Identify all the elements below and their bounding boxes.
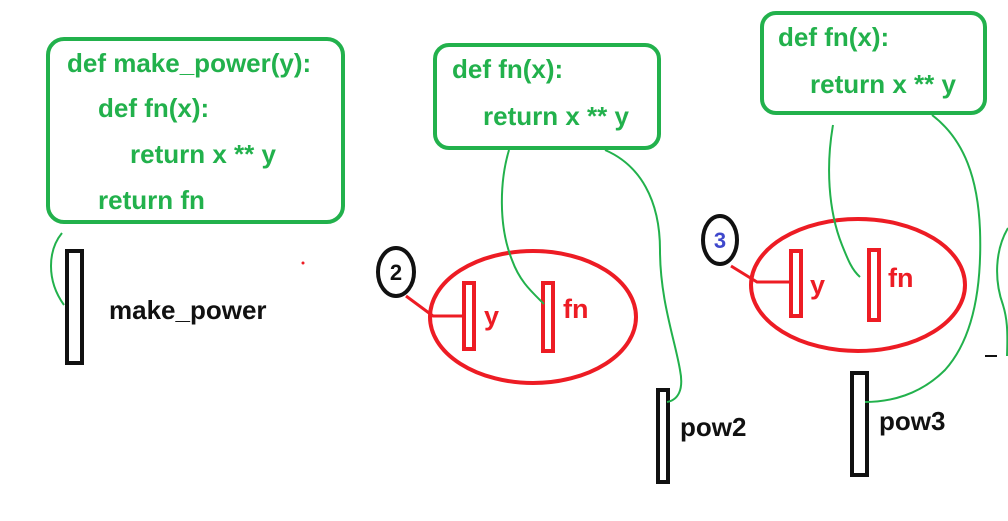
slot-y xyxy=(462,281,476,351)
variable-slot xyxy=(850,371,869,477)
slot-fn xyxy=(541,281,555,353)
code-line-def-fn: def fn(x): xyxy=(778,22,889,52)
reference-arrow xyxy=(864,114,982,403)
code-line-return-power: return x ** y xyxy=(483,101,629,131)
code-box-fn-pow3: def fn(x): return x ** y xyxy=(760,11,987,115)
slot-y xyxy=(789,249,803,318)
code-line-def-fn: def fn(x): xyxy=(452,54,563,84)
var-label-fn: fn xyxy=(563,294,588,324)
slot-fn xyxy=(867,248,881,322)
argument-circle xyxy=(376,246,416,298)
reference-arrow xyxy=(500,149,545,305)
argument-value: 2 xyxy=(390,260,402,285)
environment-frame-1: 2 y fn xyxy=(376,149,638,385)
code-box-make-power: def make_power(y): def fn(x): return x *… xyxy=(46,37,345,224)
code-line-return-power: return x ** y xyxy=(810,69,956,99)
var-label-y: y xyxy=(484,301,499,331)
stray-dot xyxy=(301,261,305,265)
code-box-fn-pow2: def fn(x): return x ** y xyxy=(433,43,661,150)
reference-arrow xyxy=(604,149,683,403)
variable-slot xyxy=(65,249,84,365)
frame-ellipse xyxy=(428,249,638,385)
argument-link xyxy=(405,294,464,318)
reference-arrow xyxy=(828,124,861,278)
frame-ellipse xyxy=(749,217,967,353)
argument-value: 3 xyxy=(714,228,726,253)
reference-arrow-partial xyxy=(996,227,1008,357)
reference-arrow xyxy=(50,232,65,306)
code-line-return-power: return x ** y xyxy=(130,139,276,169)
var-label-fn: fn xyxy=(888,263,913,293)
variable-slot xyxy=(656,388,670,484)
variable-make-power: make_power xyxy=(50,232,267,365)
environment-frame-2: 3 y fn xyxy=(701,124,967,353)
variable-label-pow3: pow3 xyxy=(879,406,945,436)
variable-pow3: pow3 xyxy=(850,114,982,477)
code-line-return-fn: return fn xyxy=(98,185,205,215)
argument-link xyxy=(730,264,790,284)
code-line-def-make-power: def make_power(y): xyxy=(67,48,311,78)
variable-label-pow2: pow2 xyxy=(680,412,746,442)
argument-circle xyxy=(701,214,739,266)
variable-pow2: pow2 xyxy=(604,149,746,484)
code-line-def-fn: def fn(x): xyxy=(98,93,209,123)
var-label-y: y xyxy=(810,270,825,300)
variable-label-make-power: make_power xyxy=(109,295,267,325)
